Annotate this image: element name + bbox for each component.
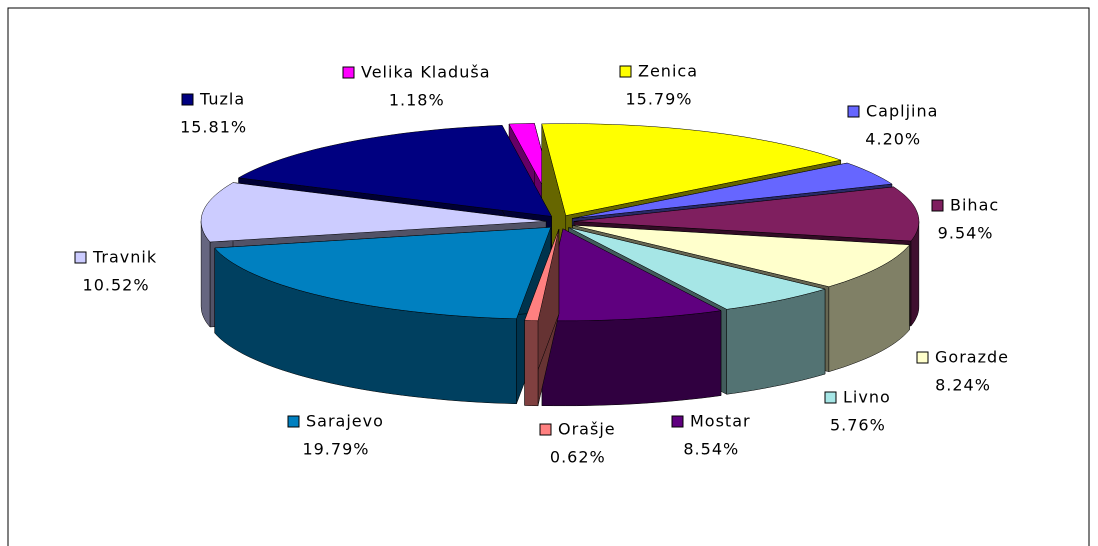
slice-value-label: 0.62% — [550, 448, 606, 467]
slice-label: Capljina — [866, 102, 938, 121]
slice — [541, 228, 722, 322]
slice-label: Mostar — [690, 412, 751, 431]
slice-value-label: 4.20% — [865, 130, 921, 149]
slice-value-label: 8.24% — [935, 376, 991, 395]
slice — [572, 162, 893, 219]
slice-value-label: 1.18% — [389, 91, 445, 110]
slice-value-label: 19.79% — [302, 440, 369, 459]
slice — [573, 186, 920, 242]
chart-frame — [7, 7, 1090, 546]
legend-swatch — [671, 415, 684, 428]
slice-value-label: 8.54% — [683, 440, 739, 459]
legend-swatch — [287, 415, 300, 428]
slice — [568, 227, 826, 310]
slice-label: Livno — [843, 388, 891, 407]
slice-label: Travnik — [92, 248, 157, 267]
slice-side — [524, 320, 539, 407]
slice-value-label: 15.81% — [180, 118, 247, 137]
slice-value-label: 5.76% — [830, 416, 886, 435]
slice-label: Gorazde — [935, 348, 1009, 367]
legend-swatch — [539, 423, 552, 436]
slice-value-label: 10.52% — [83, 276, 150, 295]
legend-swatch — [74, 251, 87, 264]
legend-swatch — [619, 65, 632, 78]
slice — [572, 224, 911, 287]
slice-label: Sarajevo — [306, 412, 384, 431]
slice — [214, 227, 552, 320]
slice-value-label: 9.54% — [938, 224, 994, 243]
slice-value-label: 15.79% — [625, 90, 692, 109]
slice-label: Velika Kladuša — [361, 63, 491, 82]
slice-label: Zenica — [638, 62, 698, 81]
legend-swatch — [847, 105, 860, 118]
slice — [200, 182, 547, 243]
slice-side — [541, 310, 722, 407]
legend-swatch — [931, 199, 944, 212]
legend-swatch — [916, 351, 929, 364]
slice — [541, 123, 842, 216]
legend-swatch — [342, 66, 355, 79]
slice — [524, 228, 560, 322]
slice — [237, 125, 553, 217]
legend-swatch — [824, 391, 837, 404]
slice-label: Orašje — [558, 420, 616, 439]
slice-label: Bihac — [950, 196, 999, 215]
slice-label: Tuzla — [199, 90, 245, 109]
legend-swatch — [181, 93, 194, 106]
